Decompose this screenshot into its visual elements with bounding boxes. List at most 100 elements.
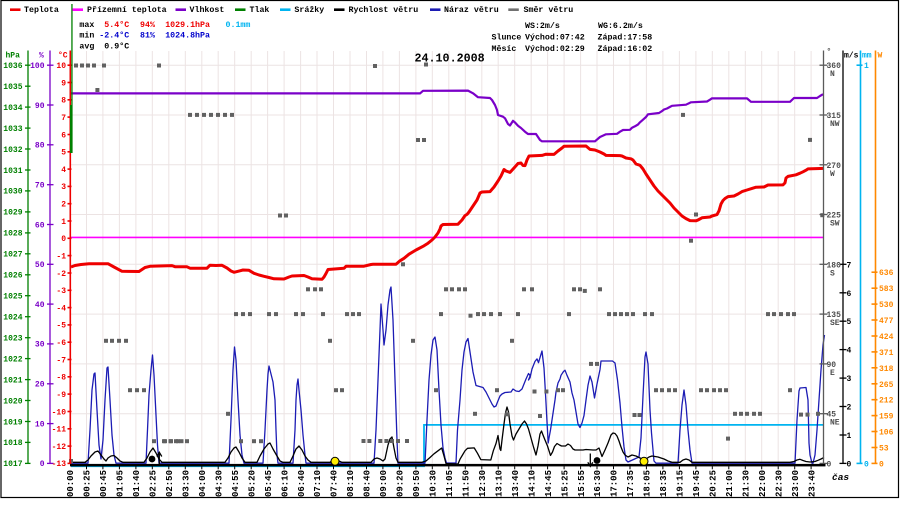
svg-text:6: 6 — [847, 290, 852, 299]
svg-text:avg: avg — [79, 42, 94, 51]
svg-text:°C: °C — [58, 52, 68, 61]
svg-text:20:25: 20:25 — [709, 470, 719, 497]
svg-text:270: 270 — [827, 162, 842, 171]
svg-text:94%: 94% — [140, 21, 155, 30]
svg-text:22:30: 22:30 — [774, 470, 784, 497]
svg-text:15:25: 15:25 — [560, 470, 570, 497]
svg-text:09:50: 09:50 — [412, 470, 422, 497]
svg-text:30: 30 — [35, 341, 45, 350]
svg-text:00:45: 00:45 — [99, 470, 109, 497]
svg-text:Rychlost větru: Rychlost větru — [349, 5, 419, 15]
svg-text:02:25: 02:25 — [149, 470, 159, 497]
svg-text:-9: -9 — [56, 391, 66, 400]
svg-text:-6: -6 — [56, 339, 66, 348]
svg-text:NE: NE — [830, 419, 840, 428]
svg-text:05:45: 05:45 — [264, 470, 274, 497]
svg-text:-3: -3 — [56, 287, 66, 296]
svg-text:45: 45 — [827, 411, 837, 420]
svg-text:11:05: 11:05 — [445, 470, 455, 497]
svg-text:%: % — [39, 52, 44, 61]
svg-text:10: 10 — [35, 420, 45, 429]
svg-text:hPa: hPa — [6, 52, 21, 61]
svg-text:14:45: 14:45 — [544, 470, 554, 497]
svg-text:0: 0 — [864, 460, 869, 469]
svg-text:212: 212 — [879, 397, 894, 406]
svg-text:-4: -4 — [56, 304, 66, 313]
svg-text:-11: -11 — [52, 426, 67, 435]
svg-text:0: 0 — [827, 460, 832, 469]
svg-text:WS:2m/s: WS:2m/s — [525, 21, 560, 31]
svg-text:530: 530 — [879, 301, 894, 310]
svg-text:159: 159 — [879, 413, 894, 422]
svg-text:4: 4 — [61, 166, 66, 175]
svg-text:-7: -7 — [56, 356, 66, 365]
svg-text:80: 80 — [35, 142, 45, 151]
svg-text:Východ:02:29: Východ:02:29 — [525, 44, 585, 54]
svg-text:23:00: 23:00 — [791, 470, 801, 497]
svg-text:1: 1 — [847, 432, 852, 441]
svg-text:08:40: 08:40 — [363, 470, 373, 497]
svg-text:1032: 1032 — [3, 146, 22, 155]
svg-text:21:30: 21:30 — [742, 470, 752, 497]
svg-text:22:00: 22:00 — [758, 470, 768, 497]
svg-text:7: 7 — [847, 261, 852, 270]
svg-text:1036: 1036 — [3, 62, 22, 71]
svg-text:13:10: 13:10 — [494, 470, 504, 497]
svg-text:S: S — [830, 269, 835, 278]
svg-text:20: 20 — [35, 381, 45, 390]
svg-text:-10: -10 — [52, 408, 67, 417]
svg-text:1024: 1024 — [3, 314, 22, 323]
svg-text:04:30: 04:30 — [214, 470, 224, 497]
svg-text:SE: SE — [830, 319, 840, 328]
svg-text:5: 5 — [847, 318, 852, 327]
svg-text:24.10.2008: 24.10.2008 — [415, 51, 485, 65]
svg-text:06:10: 06:10 — [280, 470, 290, 497]
svg-text:0: 0 — [40, 460, 45, 469]
svg-text:1029.1hPa: 1029.1hPa — [165, 20, 210, 30]
svg-text:225: 225 — [827, 212, 842, 221]
svg-text:09:20: 09:20 — [396, 470, 406, 497]
svg-text:13:40: 13:40 — [511, 470, 521, 497]
svg-text:1023: 1023 — [3, 335, 22, 344]
svg-text:10: 10 — [56, 62, 66, 71]
svg-text:1024.8hPa: 1024.8hPa — [165, 31, 210, 41]
svg-text:01:40: 01:40 — [132, 470, 142, 497]
svg-text:180: 180 — [827, 261, 842, 270]
svg-text:m/s: m/s — [844, 52, 859, 61]
svg-text:0: 0 — [61, 235, 66, 244]
svg-text:1034: 1034 — [3, 104, 22, 113]
svg-text:1020: 1020 — [3, 397, 22, 406]
svg-text:0.1mm: 0.1mm — [226, 21, 251, 30]
svg-text:11:50: 11:50 — [462, 470, 472, 497]
svg-text:40: 40 — [35, 301, 45, 310]
svg-text:SW: SW — [830, 220, 840, 229]
svg-text:N: N — [830, 70, 835, 79]
svg-text:03:30: 03:30 — [182, 470, 192, 497]
svg-text:60: 60 — [35, 221, 45, 230]
svg-text:19:15: 19:15 — [676, 470, 686, 497]
svg-text:Západ:17:58: Západ:17:58 — [598, 32, 653, 42]
svg-text:Východ:07:42: Východ:07:42 — [525, 32, 585, 42]
svg-text:100: 100 — [30, 62, 45, 71]
svg-text:371: 371 — [879, 349, 894, 358]
svg-text:5: 5 — [61, 149, 66, 158]
svg-text:Západ:16:02: Západ:16:02 — [598, 44, 653, 54]
svg-text:06:40: 06:40 — [297, 470, 307, 497]
svg-text:1017: 1017 — [3, 460, 22, 469]
svg-text:2: 2 — [61, 201, 66, 210]
svg-text:00:00: 00:00 — [66, 470, 76, 497]
svg-text:1031: 1031 — [3, 167, 22, 176]
svg-text:1: 1 — [61, 218, 66, 227]
svg-text:12:30: 12:30 — [478, 470, 488, 497]
svg-text:19:45: 19:45 — [692, 470, 702, 497]
svg-text:NW: NW — [830, 120, 840, 129]
svg-text:-5: -5 — [56, 322, 66, 331]
svg-text:05:20: 05:20 — [247, 470, 257, 497]
svg-text:23:40: 23:40 — [807, 470, 817, 497]
svg-text:1: 1 — [864, 62, 869, 71]
svg-text:1033: 1033 — [3, 125, 22, 134]
svg-text:15:55: 15:55 — [577, 470, 587, 497]
svg-text:3: 3 — [847, 375, 852, 384]
svg-text:max: max — [79, 21, 94, 30]
svg-text:16:30: 16:30 — [593, 470, 603, 497]
